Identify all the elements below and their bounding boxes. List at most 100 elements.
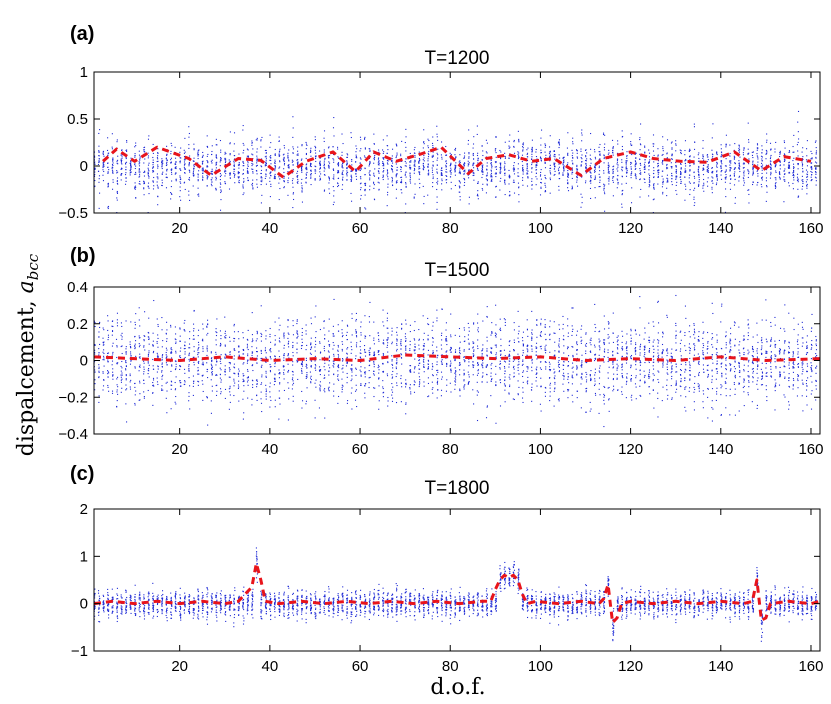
sample-point-a [278,183,279,184]
sample-point-b [171,349,172,350]
sample-point-b [361,322,362,323]
sample-point-b [216,354,217,355]
sample-point-a [748,142,749,143]
sample-point-b [337,403,338,404]
sample-point-a [351,201,352,202]
sample-point-a [102,175,103,176]
sample-point-b [275,400,276,401]
sample-point-a [694,205,695,206]
sample-point-a [703,165,704,166]
sample-point-a [387,192,388,193]
sample-point-a [279,188,280,189]
sample-point-a [734,171,735,172]
sample-point-a [472,165,473,166]
sample-point-b [233,379,234,380]
sample-point-a [125,174,126,175]
sample-point-a [139,161,140,162]
sample-point-a [649,162,650,163]
sample-point-b [216,361,217,362]
sample-point-a [117,200,118,201]
sample-point-a [270,172,271,173]
sample-point-a [117,163,118,164]
sample-point-b [202,324,203,325]
sample-point-a [153,177,154,178]
sample-point-b [117,325,118,326]
sample-point-b [158,369,159,370]
sample-point-b [126,421,127,422]
sample-point-a [491,171,492,172]
sample-point-a [654,199,655,200]
sample-point-b [161,372,162,373]
sample-point-a [667,157,668,158]
sample-point-a [428,170,429,171]
sample-point-a [166,187,167,188]
sample-point-a [581,166,582,167]
sample-point-a [788,162,789,163]
sample-point-b [261,358,262,359]
sample-point-a [608,168,609,169]
sample-point-a [726,166,727,167]
sample-point-b [216,318,217,319]
sample-point-b [103,357,104,358]
sample-point-a [711,168,712,169]
sample-point-a [676,185,677,186]
sample-point-a [234,175,235,176]
sample-point-a [387,145,388,146]
sample-point-a [433,155,434,156]
sample-point-a [324,152,325,153]
sample-point-a [789,165,790,166]
sample-point-b [266,358,267,359]
sample-point-a [671,142,672,143]
sample-point-a [585,156,586,157]
sample-point-a [798,179,799,180]
sample-point-a [635,177,636,178]
sample-point-a [369,163,370,164]
sample-point-a [153,160,154,161]
sample-point-a [478,181,479,182]
sample-point-b [230,341,231,342]
sample-point-b [297,334,298,335]
sample-point-a [600,153,601,154]
sample-point-a [351,159,352,160]
sample-point-a [437,165,438,166]
sample-point-a [437,136,438,137]
sample-point-a [287,158,288,159]
sample-point-a [541,169,542,170]
sample-point-a [689,181,690,182]
sample-point-a [500,168,501,169]
sample-point-b [288,343,289,344]
sample-point-a [337,147,338,148]
sample-point-a [626,160,627,161]
sample-point-b [247,381,248,382]
sample-point-a [374,176,375,177]
sample-point-b [341,379,342,380]
sample-point-a [572,138,573,139]
sample-point-b [162,359,163,360]
sample-point-a [694,149,695,150]
sample-point-a [771,169,772,170]
sample-point-a [356,179,357,180]
sample-point-a [658,155,659,156]
sample-point-a [748,194,749,195]
sample-point-b [283,357,284,358]
sample-point-a [621,162,622,163]
sample-point-a [725,146,726,147]
sample-point-a [414,197,415,198]
sample-point-a [725,174,726,175]
sample-point-a [117,184,118,185]
sample-point-a [761,184,762,185]
sample-point-b [247,363,248,364]
sample-point-a [112,133,113,134]
sample-point-a [152,164,153,165]
sample-point-a [230,131,231,132]
sample-point-a [157,161,158,162]
sample-point-b [198,342,199,343]
sample-point-b [139,354,140,355]
sample-point-a [117,193,118,194]
sample-point-b [202,375,203,376]
sample-point-a [415,166,416,167]
sample-point-a [797,174,798,175]
sample-point-a [198,170,199,171]
sample-point-b [284,366,285,367]
sample-point-a [558,170,559,171]
